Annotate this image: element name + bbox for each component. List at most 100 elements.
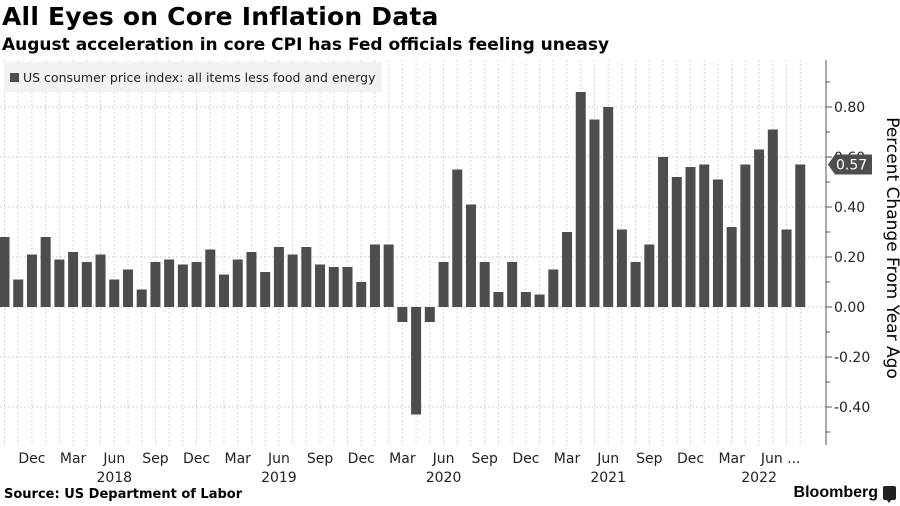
x-year-label: 2019 bbox=[261, 470, 297, 486]
x-tick-label: Sep bbox=[307, 451, 334, 467]
bloomberg-chart-icon bbox=[883, 486, 896, 503]
bar-may-2022 bbox=[754, 149, 765, 307]
bar-feb-2022 bbox=[712, 179, 723, 307]
bar-jun-2022 bbox=[767, 129, 778, 307]
bar-mar-2022 bbox=[726, 227, 737, 307]
x-tick-label: Dec bbox=[183, 451, 210, 467]
bar-jul-2019 bbox=[287, 254, 298, 307]
y-axis: -0.40-0.200.000.200.400.600.800.57 bbox=[825, 60, 872, 445]
bar-mar-2021 bbox=[562, 232, 573, 307]
bar-oct-2017 bbox=[0, 237, 10, 307]
x-tick-label: Dec bbox=[512, 451, 539, 467]
y-tick-label: -0.20 bbox=[834, 350, 870, 366]
x-tick-label: Jun bbox=[432, 451, 455, 467]
bar-nov-2020 bbox=[507, 262, 518, 307]
x-tick-label: Sep bbox=[636, 451, 663, 467]
bar-jul-2022 bbox=[781, 229, 792, 307]
bar-nov-2021 bbox=[671, 177, 682, 307]
x-tick-label: Jun bbox=[596, 451, 619, 467]
bar-nov-2019 bbox=[342, 267, 353, 307]
bar-aug-2021 bbox=[630, 262, 641, 307]
bar-oct-2021 bbox=[658, 157, 669, 307]
bar-jan-2018 bbox=[40, 237, 51, 307]
bar-jun-2021 bbox=[603, 107, 614, 307]
bar-nov-2017 bbox=[13, 279, 24, 307]
bar-jul-2020 bbox=[452, 169, 463, 307]
bar-jan-2019 bbox=[205, 249, 216, 307]
bar-dec-2019 bbox=[356, 282, 367, 307]
legend: US consumer price index: all items less … bbox=[4, 62, 382, 92]
x-year-label: 2021 bbox=[590, 470, 626, 486]
legend-label: US consumer price index: all items less … bbox=[23, 69, 376, 85]
bar-oct-2019 bbox=[328, 267, 339, 307]
bar-mar-2018 bbox=[68, 252, 79, 307]
bar-oct-2020 bbox=[493, 292, 504, 307]
bar-dec-2020 bbox=[520, 292, 531, 307]
bar-jan-2022 bbox=[699, 164, 710, 307]
bar-oct-2018 bbox=[164, 259, 175, 307]
bar-feb-2021 bbox=[548, 269, 559, 307]
bar-apr-2021 bbox=[575, 92, 586, 307]
bar-sep-2020 bbox=[479, 262, 490, 307]
bar-aug-2022 bbox=[795, 164, 806, 307]
x-tick-label: Jun ... bbox=[760, 451, 801, 467]
x-year-label: 2018 bbox=[96, 470, 132, 486]
x-tick-label: Mar bbox=[60, 451, 87, 467]
bar-may-2018 bbox=[95, 254, 106, 307]
legend-swatch-icon bbox=[10, 72, 19, 82]
x-year-label: 2020 bbox=[426, 470, 462, 486]
bar-jul-2018 bbox=[122, 269, 133, 307]
bar-jan-2020 bbox=[369, 244, 380, 307]
y-tick-label: -0.40 bbox=[834, 400, 870, 416]
y-tick-label: 0.40 bbox=[834, 200, 865, 216]
x-tick-label: Sep bbox=[142, 451, 169, 467]
bar-dec-2021 bbox=[685, 167, 696, 307]
bar-feb-2020 bbox=[383, 244, 394, 307]
x-axis-labels: Dec Mar Jun Sep Dec Mar Jun Sep Dec Mar Jun Sep Dec M… bbox=[18, 451, 800, 486]
bar-jun-2019 bbox=[273, 247, 284, 307]
bar-nov-2018 bbox=[177, 264, 188, 307]
x-tick-label: Mar bbox=[554, 451, 581, 467]
chart-subtitle: August acceleration in core CPI has Fed … bbox=[2, 35, 610, 55]
y-tick-label: 0.80 bbox=[834, 100, 865, 116]
x-tick-label: Dec bbox=[18, 451, 45, 467]
bloomberg-logo: Bloomberg bbox=[793, 484, 878, 501]
last-value-callout bbox=[828, 154, 872, 175]
y-axis-title: Percent Change From Year Ago bbox=[882, 117, 900, 379]
bar-dec-2017 bbox=[26, 254, 37, 307]
x-tick-label: Jun bbox=[267, 451, 290, 467]
chart-title: All Eyes on Core Inflation Data bbox=[2, 2, 439, 31]
x-tick-label: Dec bbox=[677, 451, 704, 467]
bar-apr-2018 bbox=[81, 262, 92, 307]
bar-sep-2018 bbox=[150, 262, 161, 307]
bar-apr-2019 bbox=[246, 252, 257, 307]
bar-mar-2020 bbox=[397, 307, 408, 322]
bar-dec-2018 bbox=[191, 262, 202, 307]
bar-sep-2021 bbox=[644, 244, 655, 307]
x-tick-label: Mar bbox=[225, 451, 252, 467]
bar-feb-2019 bbox=[219, 274, 230, 307]
bar-jul-2021 bbox=[616, 229, 627, 307]
x-tick-label: Dec bbox=[348, 451, 375, 467]
bar-aug-2020 bbox=[465, 204, 476, 307]
x-tick-label: Jun bbox=[102, 451, 125, 467]
x-year-label: 2022 bbox=[741, 470, 777, 486]
bar-may-2020 bbox=[424, 307, 435, 322]
bar-aug-2018 bbox=[136, 289, 147, 307]
bar-aug-2019 bbox=[301, 247, 312, 307]
y-tick-label: 0.00 bbox=[834, 300, 865, 316]
bar-jan-2021 bbox=[534, 294, 545, 307]
bar-jun-2018 bbox=[109, 279, 120, 307]
bar-mar-2019 bbox=[232, 259, 243, 307]
bar-may-2019 bbox=[260, 272, 271, 307]
bar-feb-2018 bbox=[54, 259, 65, 307]
x-tick-label: Sep bbox=[472, 451, 499, 467]
bar-apr-2020 bbox=[411, 307, 422, 415]
x-tick-label: Mar bbox=[389, 451, 416, 467]
y-tick-label: 0.20 bbox=[834, 250, 865, 266]
bars bbox=[0, 92, 806, 415]
x-tick-label: Mar bbox=[718, 451, 745, 467]
bar-may-2021 bbox=[589, 119, 600, 307]
bar-jun-2020 bbox=[438, 262, 449, 307]
